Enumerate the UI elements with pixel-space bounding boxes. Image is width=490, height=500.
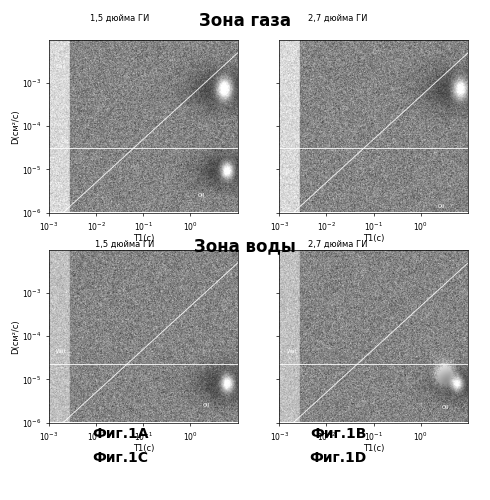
Text: Фиг.1D: Фиг.1D — [310, 451, 367, 465]
X-axis label: T1(с): T1(с) — [133, 234, 154, 243]
Text: Зона воды: Зона воды — [194, 238, 296, 256]
Text: 1,5 дюйма ГИ: 1,5 дюйма ГИ — [95, 240, 155, 249]
X-axis label: T1(с): T1(с) — [363, 234, 384, 243]
Text: Oil: Oil — [442, 405, 449, 410]
Text: Фиг.1А: Фиг.1А — [92, 426, 148, 440]
Text: Oil: Oil — [437, 204, 444, 209]
Text: Wat: Wat — [286, 349, 297, 354]
Text: Gas: Gas — [56, 64, 67, 68]
Text: 2,7 дюйма ГИ: 2,7 дюйма ГИ — [308, 240, 368, 249]
Y-axis label: D(см²/с): D(см²/с) — [12, 109, 21, 144]
Text: Фиг.1С: Фиг.1С — [92, 451, 148, 465]
Text: 2,7 дюйма ГИ: 2,7 дюйма ГИ — [308, 14, 368, 23]
Text: Oil: Oil — [202, 403, 210, 408]
Text: Зона газа: Зона газа — [199, 12, 291, 30]
Text: Wat: Wat — [56, 349, 67, 354]
Text: Фиг.1В: Фиг.1В — [310, 426, 367, 440]
X-axis label: T1(с): T1(с) — [133, 444, 154, 453]
Text: 1,5 дюйма ГИ: 1,5 дюйма ГИ — [90, 14, 150, 23]
Y-axis label: D(см²/с): D(см²/с) — [12, 319, 21, 354]
Text: Oil: Oil — [197, 193, 205, 198]
X-axis label: T1(с): T1(с) — [363, 444, 384, 453]
